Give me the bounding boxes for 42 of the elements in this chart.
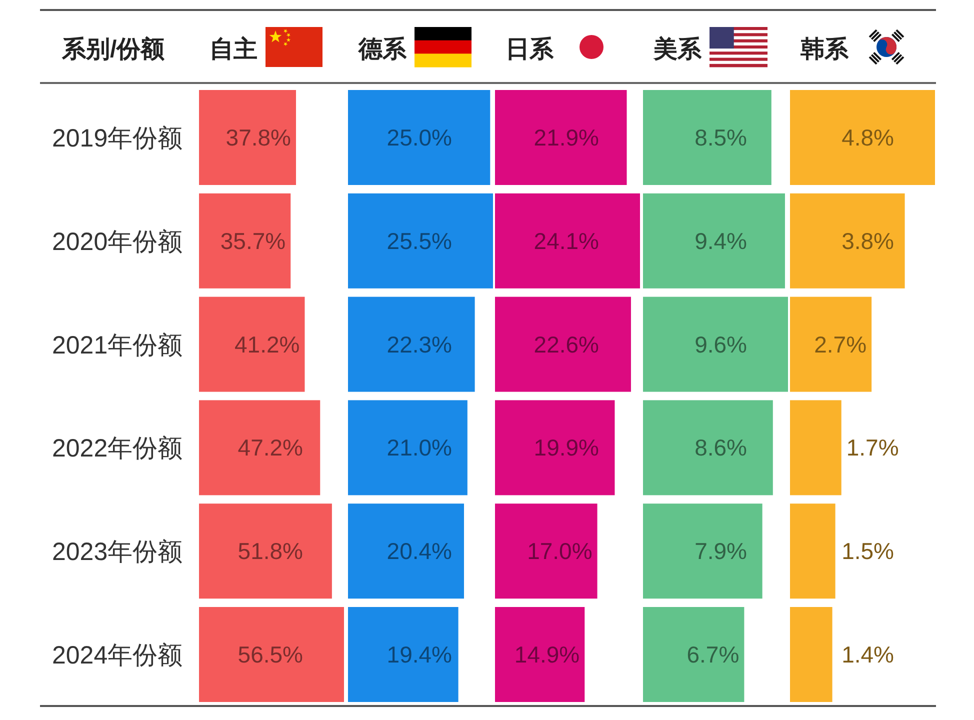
- title: 自主: [210, 36, 258, 63]
- value-label: 7.9%: [694, 538, 747, 564]
- title: 美系: [654, 36, 702, 63]
- value-label: 22.3%: [386, 331, 452, 358]
- value-label: 3.8%: [842, 228, 894, 254]
- value-label: 25.5%: [386, 228, 452, 254]
- title: 日系: [506, 36, 554, 63]
- value-label: 6.7%: [686, 642, 740, 668]
- category-label: 2020年份额: [52, 228, 183, 256]
- value-label: 37.8%: [226, 124, 291, 150]
- title: 韩系: [800, 36, 848, 63]
- value-label: 20.4%: [386, 538, 452, 564]
- category-label: 2022年份额: [52, 434, 183, 463]
- value-label: 1.5%: [842, 538, 894, 564]
- value-label: 1.7%: [846, 434, 899, 461]
- value-label: 19.4%: [386, 642, 452, 668]
- value-label: 4.8%: [842, 124, 894, 150]
- value-label: 21.0%: [386, 434, 452, 461]
- value-label: 56.5%: [238, 642, 303, 668]
- value-label: 1.4%: [842, 642, 894, 668]
- title: 德系: [358, 36, 406, 63]
- annotation: 系别/份额: [62, 36, 165, 63]
- value-label: 8.6%: [694, 434, 747, 461]
- value-label: 22.6%: [534, 331, 599, 358]
- value-label: 8.5%: [694, 124, 747, 150]
- value-label: 41.2%: [234, 331, 300, 358]
- category-label: 2024年份额: [52, 642, 183, 670]
- value-label: 25.0%: [386, 124, 452, 150]
- value-label: 19.9%: [534, 434, 599, 461]
- value-label: 17.0%: [527, 538, 592, 564]
- value-label: 9.6%: [694, 331, 747, 358]
- value-label: 24.1%: [534, 228, 599, 254]
- category-label: 2019年份额: [52, 124, 183, 152]
- value-label: 47.2%: [238, 434, 303, 461]
- value-label: 35.7%: [220, 228, 286, 254]
- category-label: 2021年份额: [52, 331, 183, 360]
- value-label: 9.4%: [694, 228, 747, 254]
- category-label: 2023年份额: [52, 538, 183, 566]
- value-label: 21.9%: [534, 124, 599, 150]
- value-label: 2.7%: [814, 331, 867, 358]
- value-label: 51.8%: [238, 538, 303, 564]
- value-label: 14.9%: [514, 642, 580, 668]
